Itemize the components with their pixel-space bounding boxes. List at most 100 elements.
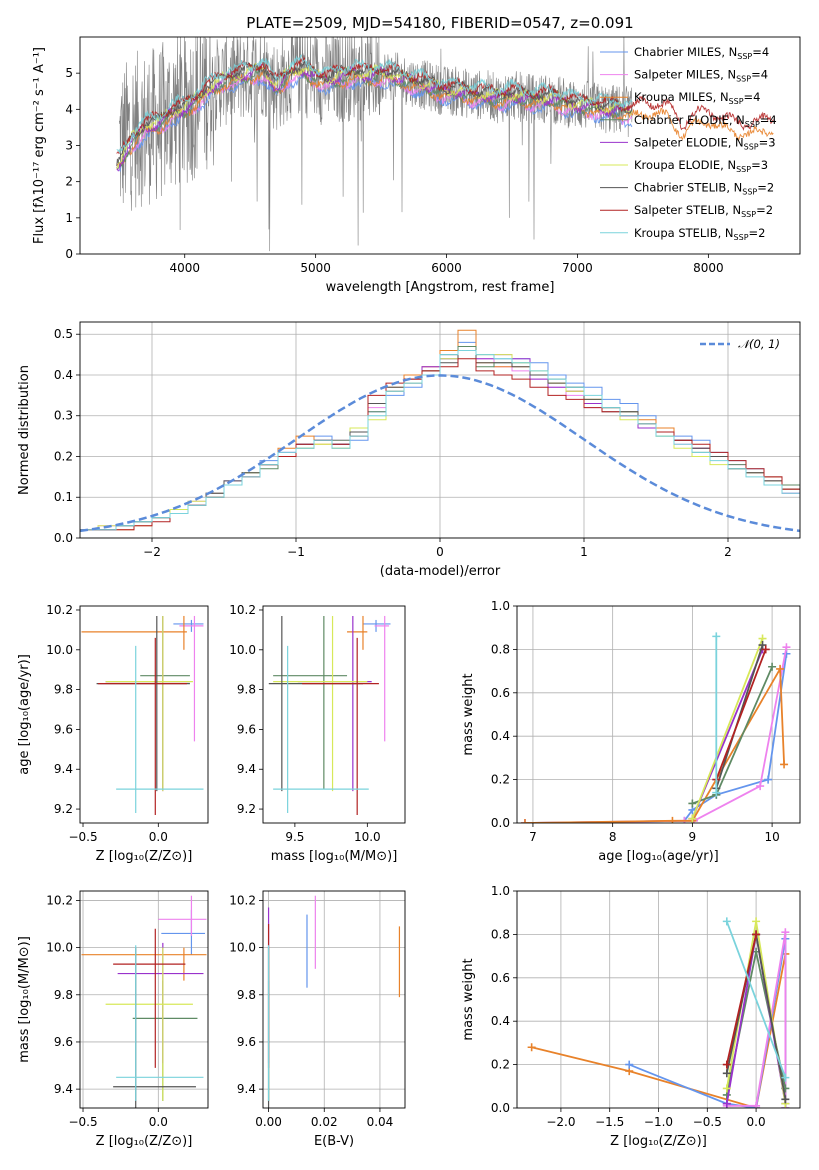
- panel-mass-weight-vs-age: 7 8 9 10 0.0 0.2 0.4 0.6 0.8 1.0 age [log₁₀(age/yr…: [461, 599, 801, 864]
- plot-area-spectrum: [116, 37, 774, 252]
- y-tick-label: 0.0: [491, 816, 510, 830]
- plus-marker: [712, 788, 721, 797]
- x-tick-label: 0.0: [747, 1115, 766, 1129]
- plus-marker: [752, 1101, 761, 1108]
- axes-frame: [79, 321, 801, 539]
- y-tick-label: 9.8: [54, 683, 73, 697]
- y-tick-label: 0.4: [54, 368, 73, 382]
- y-axis-label: Normed distribution: [17, 365, 32, 495]
- plus-marker: [781, 1095, 790, 1104]
- axes-frame: [516, 890, 801, 1109]
- axes-frame: [262, 890, 406, 1109]
- x-axis-label: Z [log₁₀(Z/Z⊙)]: [610, 1134, 707, 1149]
- plot-area-age-vs-Z: [81, 615, 204, 816]
- axes-frame: [79, 36, 801, 255]
- y-tick-label: 0.8: [491, 642, 510, 656]
- legend-label: Chabrier ELODIE, NSSP=4: [634, 113, 777, 129]
- plus-marker: [781, 928, 790, 937]
- x-tick-label: 0.0: [149, 830, 168, 844]
- y-tick-label: 10.2: [229, 893, 256, 907]
- plus-marker: [712, 632, 721, 641]
- y-tick-label: 10.0: [46, 643, 73, 657]
- plus-marker: [625, 1060, 634, 1069]
- plus-marker: [780, 760, 789, 769]
- model-spectrum-line: [116, 54, 633, 154]
- y-tick-label: 10.2: [229, 603, 256, 617]
- legend-label: Chabrier MILES, NSSP=4: [634, 45, 769, 61]
- y-tick-label: 9.8: [237, 683, 256, 697]
- y-tick-label: 9.4: [54, 762, 73, 776]
- x-tick-label: 10.0: [354, 830, 381, 844]
- legend-label: Salpeter ELODIE, NSSP=3: [634, 135, 776, 151]
- plus-marker: [722, 1084, 731, 1093]
- legend-label: 𝒩(0, 1): [738, 337, 780, 351]
- panel-spectrum: 4000 5000 6000 7000 8000 0 1 2 3 4 5 wavelength [An…: [32, 36, 801, 295]
- panel-age-vs-Z: −0.5 0.0 9.2 9.4 9.6 9.8 10.0 10.2 Z [log₁₀(Z/Z⊙…: [17, 603, 209, 864]
- panel-age-vs-mass: 9.5 10.0 9.2 9.4 9.6 9.8 10.0 10.2 mass [log₁₀(M…: [229, 603, 406, 864]
- x-axis-label: E(B-V): [314, 1134, 354, 1149]
- x-tick-label: 1: [580, 545, 588, 559]
- y-tick-label: 9.6: [54, 1035, 73, 1049]
- x-tick-label: −2: [143, 545, 161, 559]
- x-tick-label: 4000: [169, 261, 200, 275]
- plus-marker: [722, 1069, 731, 1078]
- y-tick-label: 9.6: [237, 1035, 256, 1049]
- legend-label: Salpeter STELIB, NSSP=2: [634, 203, 773, 219]
- x-tick-label: −1: [287, 545, 305, 559]
- mass-weight-line: [725, 921, 787, 1078]
- y-tick-label: 1.0: [491, 884, 510, 898]
- y-tick-label: 0: [65, 247, 73, 261]
- axes-frame: [79, 605, 209, 824]
- mass-weight-line: [715, 649, 767, 780]
- plus-marker: [758, 641, 767, 650]
- y-tick-label: 0.2: [491, 1058, 510, 1072]
- plot-area-residuals: [80, 322, 800, 538]
- y-tick-label: 9.4: [237, 1082, 256, 1096]
- y-axis-label: mass [log₁₀(M/M⊙)]: [17, 936, 32, 1063]
- y-tick-label: 5: [65, 66, 73, 80]
- figure-title: PLATE=2509, MJD=54180, FIBERID=0547, z=0…: [246, 14, 633, 32]
- y-tick-label: 10.0: [229, 643, 256, 657]
- y-tick-label: 9.6: [237, 722, 256, 736]
- y-tick-label: 9.6: [54, 722, 73, 736]
- x-tick-label: 0.0: [149, 1115, 168, 1129]
- plot-area-mass-vs-Z: [80, 891, 208, 1108]
- y-tick-label: 9.2: [54, 802, 73, 816]
- plus-marker: [520, 819, 529, 823]
- plus-marker: [776, 664, 785, 673]
- x-tick-label: 10: [764, 830, 779, 844]
- axes-frame: [516, 605, 801, 824]
- legend-label: Chabrier STELIB, NSSP=2: [634, 181, 774, 197]
- y-tick-label: 0.1: [54, 490, 73, 504]
- plus-marker: [722, 917, 731, 926]
- y-tick-label: 0.6: [491, 686, 510, 700]
- y-tick-label: 9.8: [237, 988, 256, 1002]
- gaussian-reference-curve: [80, 374, 800, 533]
- x-tick-label: 7000: [562, 261, 593, 275]
- y-axis-label: Flux [fλ10⁻¹⁷ erg cm⁻² s⁻¹ A⁻¹]: [32, 47, 47, 244]
- y-tick-label: 9.8: [54, 988, 73, 1002]
- y-tick-label: 10.2: [46, 603, 73, 617]
- y-tick-label: 0.4: [491, 729, 510, 743]
- y-tick-label: 0.8: [491, 927, 510, 941]
- y-tick-label: 0.2: [54, 449, 73, 463]
- x-axis-label: mass [log₁₀(M/M⊙)]: [271, 849, 398, 864]
- legend-label: Salpeter MILES, NSSP=4: [634, 68, 768, 84]
- y-tick-label: 0.4: [491, 1014, 510, 1028]
- x-tick-label: 5000: [300, 261, 331, 275]
- x-tick-label: −1.0: [644, 1115, 673, 1129]
- model-spectrum-line: [116, 55, 774, 155]
- x-axis-label: wavelength [Angstrom, rest frame]: [326, 280, 555, 295]
- plus-marker: [752, 917, 761, 926]
- panel-mass-weight-vs-Z: −2.0 −1.5 −1.0 −0.5 0.0 0.0 0.2 0.4 0.6 0.8 1.0 Z […: [461, 884, 801, 1149]
- plus-marker: [761, 645, 770, 654]
- plot-area-mass-weight-vs-age: [517, 606, 800, 823]
- x-tick-label: 0.04: [367, 1115, 394, 1129]
- plus-marker: [722, 1099, 731, 1108]
- y-axis-label: mass weight: [461, 673, 476, 755]
- plot-area-age-vs-mass: [268, 615, 391, 816]
- x-axis-label: Z [log₁₀(Z/Z⊙)]: [96, 1134, 193, 1149]
- y-axis-label: mass weight: [461, 958, 476, 1040]
